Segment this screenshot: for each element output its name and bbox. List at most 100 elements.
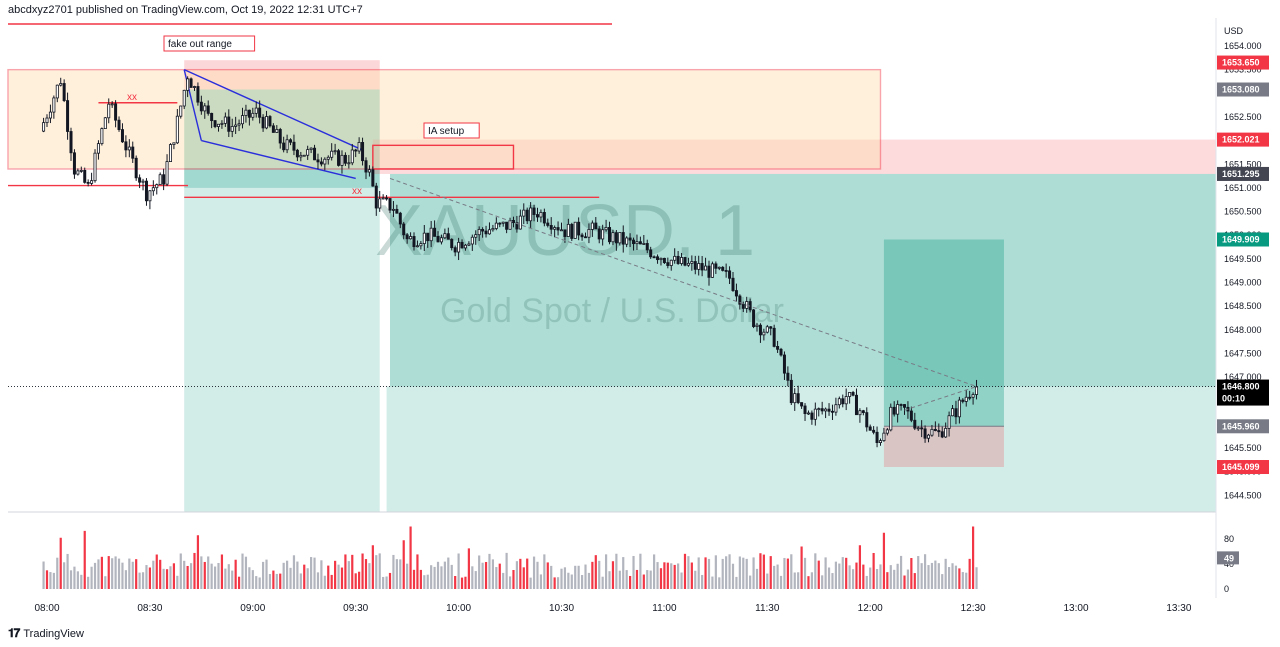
price-tag: [1217, 460, 1269, 475]
candle-body: [779, 348, 783, 356]
candle-body: [247, 109, 251, 118]
candle-body: [680, 257, 684, 264]
price-tick-label: 1647.500: [1224, 348, 1262, 358]
volume-bar: [203, 561, 206, 589]
tradingview-logo-icon: 𝟏𝟕: [8, 626, 20, 640]
volume-bar: [289, 567, 292, 589]
price-tick-label: 1651.500: [1224, 159, 1262, 169]
volume-bar: [807, 576, 810, 589]
candle-body: [419, 243, 423, 247]
volume-bar: [845, 557, 848, 589]
volume-bar: [241, 553, 244, 589]
candle-body: [124, 141, 128, 151]
volume-bar: [704, 557, 707, 589]
volume-bar: [90, 566, 93, 589]
price-tick-label: 1644.500: [1224, 490, 1262, 500]
candle-body: [947, 415, 951, 429]
volume-bar: [382, 576, 385, 589]
candle-body: [570, 223, 574, 239]
candle-body: [724, 270, 728, 272]
candle-body: [707, 265, 711, 278]
volume-bar: [388, 572, 392, 589]
volume-bar: [725, 556, 728, 589]
volume-bar: [63, 562, 66, 589]
volume-bar: [282, 562, 285, 589]
candle-body: [830, 410, 834, 413]
volume-bar: [471, 566, 474, 589]
candle-body: [587, 229, 591, 238]
volume-bar: [320, 560, 323, 589]
volume-bar: [460, 577, 464, 589]
volume-bar: [313, 557, 316, 589]
profit-zone-left: [184, 89, 380, 188]
candle-body: [155, 184, 159, 189]
volume-bar: [937, 563, 940, 589]
candle-body: [662, 257, 666, 264]
volume-bar: [268, 574, 272, 589]
candle-body: [697, 263, 701, 270]
volume-bar: [141, 572, 145, 589]
volume-bar: [773, 565, 776, 589]
candle-body: [141, 180, 145, 183]
candle-body: [481, 228, 485, 232]
volume-bar: [752, 557, 755, 589]
candle-body: [234, 124, 238, 127]
volume-bar: [604, 554, 608, 589]
candle-body: [563, 229, 567, 237]
profit-extension-left: [184, 187, 380, 512]
candle-body: [971, 394, 975, 398]
candle-body: [244, 109, 248, 116]
volume-bar: [858, 545, 862, 589]
volume-bar: [817, 560, 820, 589]
candle-body: [463, 244, 467, 249]
candle-body: [542, 212, 546, 224]
volume-bar: [316, 572, 320, 589]
candle-body: [758, 324, 762, 336]
volume-bar: [220, 554, 224, 589]
candle-body: [131, 146, 135, 159]
volume-bar: [779, 575, 783, 589]
candle-body: [782, 354, 786, 374]
time-axis[interactable]: 08:00 08:30 09:00 09:30 10:00 10:30 11:00 11:30…: [34, 603, 1191, 614]
last-price-label: 1646.800: [1222, 382, 1260, 392]
candle-body: [666, 262, 670, 266]
volume-bar: [550, 565, 553, 589]
volume-bar: [965, 572, 968, 589]
price-tick-label: 1649.500: [1224, 254, 1262, 264]
volume-bar: [553, 577, 556, 589]
candle-body: [144, 180, 148, 202]
tradingview-footer[interactable]: 𝟏𝟕 TradingView: [8, 626, 84, 641]
candle-body: [515, 222, 519, 230]
candle-body: [433, 227, 437, 237]
price-axis[interactable]: USD1654.0001653.5001653.0001652.5001652.…: [1217, 26, 1269, 500]
volume-bar: [889, 565, 892, 589]
volume-bar: [447, 557, 450, 589]
trend-dashed-line-2: [904, 386, 977, 411]
volume-bar: [272, 570, 275, 589]
price-tag-label: 1651.295: [1222, 169, 1260, 179]
volume-bar: [172, 563, 176, 589]
candle-body: [827, 408, 831, 412]
annotation-ia-setup-box: [423, 122, 480, 139]
candle-body: [522, 209, 526, 217]
volume-bar: [371, 545, 374, 589]
range-rectangle: [7, 68, 882, 170]
candle-body: [923, 428, 927, 439]
candle-body: [398, 212, 402, 225]
volume-bar: [412, 569, 416, 589]
candle-body: [158, 174, 162, 186]
volume-bar: [436, 561, 440, 589]
candle-body: [693, 261, 697, 270]
watermark-description: Gold Spot / U.S. Dollar: [440, 292, 784, 330]
price-tick-label: 1651.000: [1224, 183, 1262, 193]
volume-bar: [323, 575, 326, 589]
volume-bar: [587, 572, 591, 589]
candle-body: [861, 410, 865, 413]
candle-body: [206, 105, 210, 114]
volume-bar: [176, 575, 179, 589]
candle-body: [501, 221, 505, 224]
candle-body: [354, 149, 358, 152]
volume-bar: [920, 563, 923, 589]
price-tick-label: 1648.000: [1224, 325, 1262, 335]
